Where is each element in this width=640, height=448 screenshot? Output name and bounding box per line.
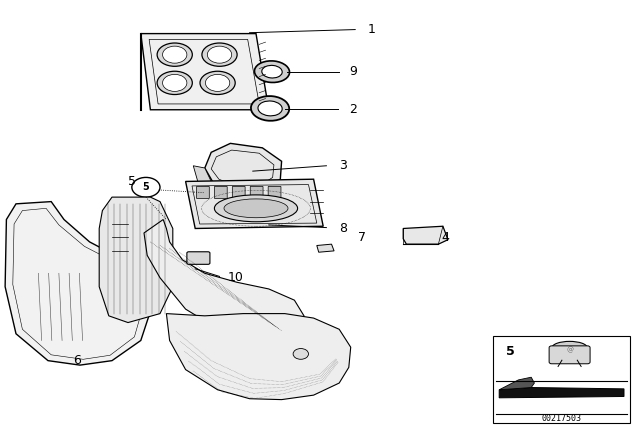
Text: 2: 2 xyxy=(349,103,356,116)
Polygon shape xyxy=(99,197,173,323)
Polygon shape xyxy=(5,202,150,365)
FancyBboxPatch shape xyxy=(232,186,245,198)
Ellipse shape xyxy=(163,46,187,63)
FancyBboxPatch shape xyxy=(196,186,209,198)
FancyBboxPatch shape xyxy=(250,186,263,198)
Polygon shape xyxy=(205,143,282,192)
Ellipse shape xyxy=(214,195,298,222)
Text: 4: 4 xyxy=(442,231,449,244)
Ellipse shape xyxy=(205,74,230,91)
FancyBboxPatch shape xyxy=(214,186,227,198)
Ellipse shape xyxy=(207,46,232,63)
Polygon shape xyxy=(141,34,269,110)
Text: 8: 8 xyxy=(339,222,348,235)
Text: 00217503: 00217503 xyxy=(541,414,582,423)
Text: 5: 5 xyxy=(143,182,149,192)
Ellipse shape xyxy=(202,43,237,66)
Polygon shape xyxy=(499,388,624,398)
Ellipse shape xyxy=(224,199,288,218)
Ellipse shape xyxy=(552,341,588,354)
Polygon shape xyxy=(317,244,334,252)
FancyBboxPatch shape xyxy=(549,346,590,364)
Text: 3: 3 xyxy=(339,159,347,172)
Ellipse shape xyxy=(255,61,289,82)
Polygon shape xyxy=(144,220,304,337)
Bar xyxy=(493,336,630,423)
Text: @: @ xyxy=(566,347,573,353)
Text: 5: 5 xyxy=(506,345,515,358)
FancyBboxPatch shape xyxy=(187,252,210,264)
Polygon shape xyxy=(403,226,448,244)
Ellipse shape xyxy=(163,74,187,91)
Polygon shape xyxy=(193,166,211,184)
Ellipse shape xyxy=(251,96,289,121)
FancyBboxPatch shape xyxy=(268,186,281,198)
Ellipse shape xyxy=(258,101,282,116)
Text: 9: 9 xyxy=(349,65,356,78)
Text: 1: 1 xyxy=(368,22,376,36)
Circle shape xyxy=(293,349,308,359)
Polygon shape xyxy=(499,377,534,390)
Ellipse shape xyxy=(262,65,282,78)
Text: 7: 7 xyxy=(358,231,367,244)
Text: 5: 5 xyxy=(128,175,136,188)
Ellipse shape xyxy=(200,71,235,95)
Polygon shape xyxy=(166,314,351,400)
Ellipse shape xyxy=(157,43,193,66)
Text: 6: 6 xyxy=(74,354,81,367)
Circle shape xyxy=(132,177,160,197)
Text: 10: 10 xyxy=(227,271,243,284)
Polygon shape xyxy=(186,179,323,228)
Ellipse shape xyxy=(157,71,193,95)
